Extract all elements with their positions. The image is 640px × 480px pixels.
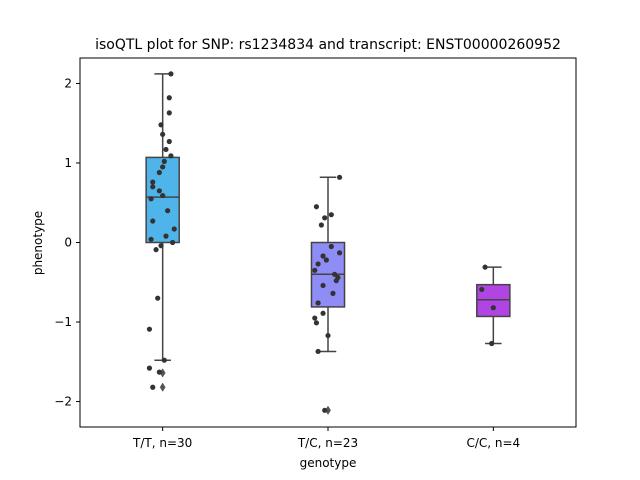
data-point xyxy=(328,243,334,250)
box-group xyxy=(145,71,180,392)
data-point xyxy=(320,282,326,289)
data-point xyxy=(318,222,324,228)
data-point xyxy=(150,184,156,190)
y-tick-label: −1 xyxy=(54,315,72,329)
data-point xyxy=(168,71,174,77)
data-point xyxy=(166,95,172,101)
data-point xyxy=(156,169,162,176)
data-point xyxy=(169,239,176,246)
data-point xyxy=(482,264,488,270)
data-point xyxy=(160,192,166,199)
data-point xyxy=(160,164,166,170)
data-point xyxy=(158,243,164,249)
data-point xyxy=(490,305,496,311)
data-point xyxy=(333,278,339,284)
data-point xyxy=(166,138,172,145)
data-point xyxy=(150,179,156,185)
y-tick-label: 2 xyxy=(64,76,72,90)
data-point xyxy=(155,295,161,301)
box-group xyxy=(476,264,511,347)
data-point xyxy=(161,357,167,363)
data-point xyxy=(163,146,169,153)
data-point xyxy=(313,204,320,210)
data-point xyxy=(163,233,169,239)
data-point xyxy=(146,326,153,332)
data-point xyxy=(330,290,336,296)
data-point xyxy=(166,110,172,116)
data-point xyxy=(315,300,321,306)
data-point xyxy=(150,384,156,390)
y-tick-label: 1 xyxy=(64,156,72,170)
x-tick-label: T/T, n=30 xyxy=(132,436,192,450)
data-point xyxy=(171,226,177,232)
x-tick-label: T/C, n=23 xyxy=(297,436,358,450)
data-point xyxy=(315,348,321,355)
y-tick-label: −2 xyxy=(54,395,72,409)
data-point xyxy=(328,212,334,218)
data-point xyxy=(336,250,343,256)
data-point xyxy=(150,218,156,224)
data-point xyxy=(332,271,338,277)
data-point xyxy=(156,369,162,375)
data-point xyxy=(313,320,320,326)
y-axis-label: phenotype xyxy=(31,211,45,275)
data-point xyxy=(312,315,318,321)
data-point xyxy=(161,158,167,164)
data-point xyxy=(320,253,326,259)
data-point xyxy=(312,267,318,273)
data-point xyxy=(156,188,162,194)
x-axis-label: genotype xyxy=(300,456,357,470)
data-point xyxy=(323,257,329,263)
chart-title: isoQTL plot for SNP: rs1234834 and trans… xyxy=(95,37,561,53)
axes: T/T, n=30 T/C, n=23 C/C, n=4 2 1 0 −1 −2 xyxy=(54,76,520,450)
data-point xyxy=(325,332,331,339)
data-point xyxy=(148,236,154,242)
data-point xyxy=(160,131,166,137)
plot-area xyxy=(145,71,511,415)
data-point xyxy=(148,196,154,202)
data-point xyxy=(489,340,495,347)
box-group xyxy=(310,174,346,415)
data-point xyxy=(168,153,174,159)
y-tick-label: 0 xyxy=(64,236,72,250)
data-point xyxy=(320,310,326,316)
outlier-marker xyxy=(159,382,166,392)
x-tick-label: C/C, n=4 xyxy=(466,436,520,450)
data-point xyxy=(322,215,328,221)
data-point xyxy=(165,208,171,214)
data-point xyxy=(336,174,343,180)
data-point xyxy=(479,286,485,293)
data-point xyxy=(315,261,321,267)
data-point xyxy=(322,407,328,413)
data-point xyxy=(146,365,153,371)
data-point xyxy=(153,247,159,253)
data-point xyxy=(158,122,164,128)
